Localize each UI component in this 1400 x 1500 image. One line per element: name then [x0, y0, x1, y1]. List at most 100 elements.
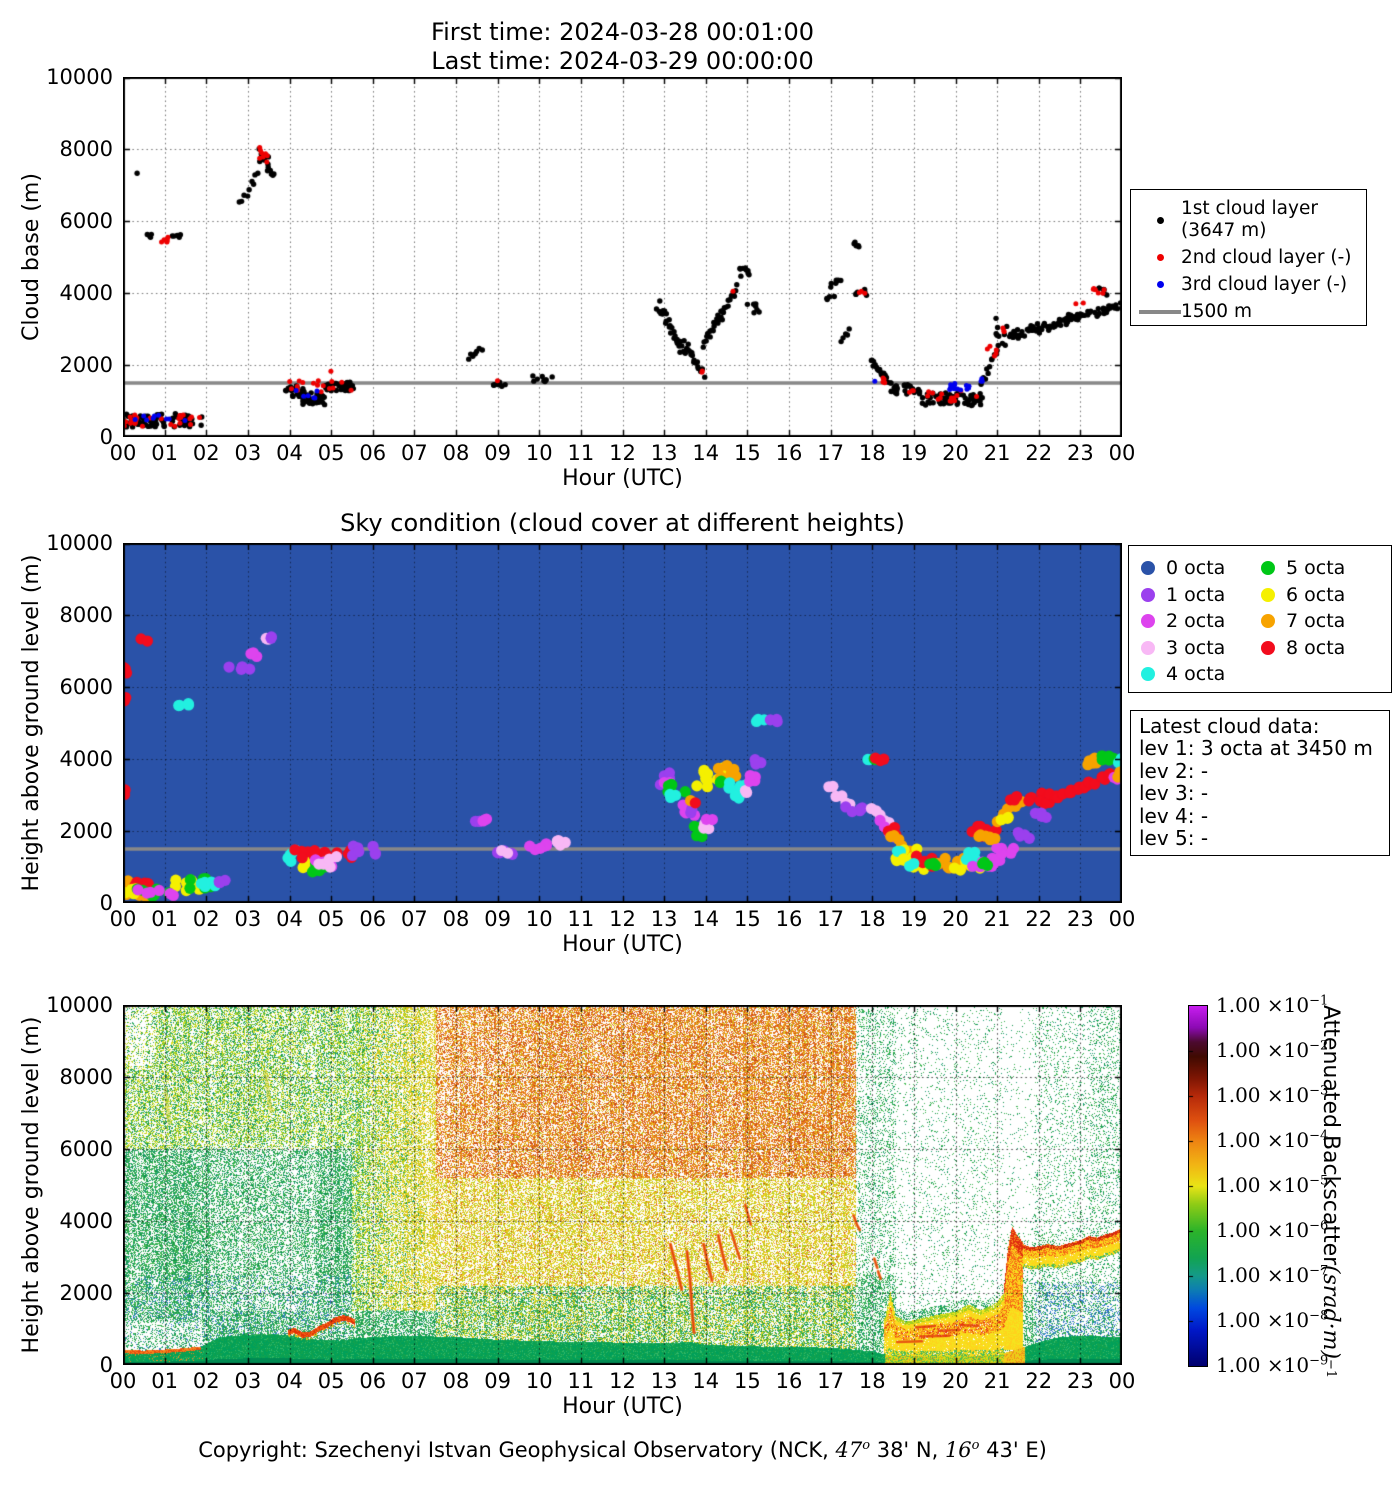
colorbar-gradient-canvas [1189, 1006, 1207, 1366]
x-tick-label: 02 [192, 907, 220, 931]
octa-legend-item: 2 octa [1141, 608, 1261, 635]
octa-dot-icon [1141, 587, 1155, 602]
octa-dot-icon [1141, 667, 1155, 682]
y-tick-label: 10000 [46, 531, 113, 555]
x-tick-label: 20 [942, 1369, 969, 1393]
x-tick-label: 13 [650, 1369, 678, 1393]
first-layer-label: 1st cloud layer (3647 m) [1181, 198, 1318, 242]
footer-lat-degree-symbol: o [862, 1438, 871, 1453]
x-tick-label: 10 [525, 907, 553, 931]
y-tick-label: 8000 [59, 603, 113, 627]
sky-condition-title: Sky condition (cloud cover at different … [340, 509, 905, 537]
y-tick-label: 10000 [46, 65, 113, 89]
x-tick-label: 00 [1108, 441, 1136, 465]
x-tick-label: 16 [775, 1369, 803, 1393]
x-tick-label: 02 [192, 441, 220, 465]
x-tick-label: 23 [1067, 1369, 1094, 1393]
x-tick-label: 14 [692, 441, 720, 465]
refline-label: 1500 m [1181, 300, 1252, 322]
y-tick-label: 0 [99, 891, 113, 915]
x-tick-label: 23 [1067, 441, 1094, 465]
y-tick-label: 6000 [59, 675, 113, 699]
y-tick-label: 2000 [59, 1281, 113, 1305]
third-layer-dot-icon [1156, 281, 1164, 288]
octa-dot-icon [1141, 640, 1155, 655]
colorbar-tick-exponent: −3 [1309, 1083, 1329, 1099]
cloud-layer-legend: 1st cloud layer (3647 m) 2nd cloud layer … [1130, 189, 1367, 326]
y-tick-label: 6000 [59, 209, 113, 233]
x-tick-label: 02 [192, 1369, 220, 1393]
colorbar-label-text: Attenuated Backscatter [1318, 1005, 1343, 1266]
x-tick-label: 00 [1108, 1369, 1136, 1393]
x-tick-label: 20 [942, 907, 969, 931]
x-tick-label: 00 [109, 441, 137, 465]
octa-legend-item: 6 octa [1261, 582, 1381, 609]
colorbar [1188, 1005, 1208, 1367]
second-layer-label: 2nd cloud layer (-) [1181, 246, 1352, 268]
sky-condition-x-ticks: 00 01 02 03 04 05 06 07 08 09 10 11 12 13 14 15 16 17 18 19… [110, 907, 1136, 933]
backscatter-panel [123, 1005, 1122, 1365]
backscatter-x-ticks: 00 01 02 03 04 05 06 07 08 09 10 11 12 13 14 15 16 17 18 19… [110, 1369, 1136, 1395]
x-tick-label: 21 [983, 1369, 1011, 1393]
cloud-base-x-label: Hour (UTC) [562, 466, 683, 491]
colorbar-tick-exponent: −5 [1309, 1173, 1329, 1189]
refline-marker [1139, 309, 1181, 314]
x-tick-label: 15 [734, 907, 761, 931]
colorbar-tick-label: 1.00 ×10−8 [1216, 1308, 1328, 1332]
colorbar-label-exponent: −1 [1323, 1359, 1338, 1379]
x-tick-label: 05 [317, 441, 345, 465]
x-tick-label: 18 [858, 441, 886, 465]
copyright-footer: Copyright: Szechenyi Istvan Geophysical … [123, 1438, 1122, 1462]
x-tick-label: 08 [442, 441, 470, 465]
x-tick-label: 12 [609, 441, 636, 465]
x-tick-label: 03 [234, 907, 262, 931]
sky-condition-plot-canvas [123, 543, 1122, 903]
y-tick-label: 10000 [46, 993, 113, 1017]
x-tick-label: 16 [775, 441, 803, 465]
x-tick-label: 08 [442, 1369, 470, 1393]
x-tick-label: 17 [817, 1369, 844, 1393]
footer-lon-deg: 16 [944, 1438, 972, 1462]
colorbar-tick-mantissa: 1.00 ×10 [1216, 1263, 1310, 1287]
title-last-time: Last time: 2024-03-29 00:00:00 [431, 47, 814, 75]
backscatter-y-ticks: 0 2000 4000 6000 8000 10000 [0, 993, 117, 1377]
legend-entry-second-layer: 2nd cloud layer (-) [1139, 244, 1366, 271]
x-tick-label: 14 [692, 1369, 720, 1393]
x-tick-label: 09 [484, 1369, 511, 1393]
legend-entry-first-layer: 1st cloud layer (3647 m) [1139, 196, 1366, 244]
x-tick-label: 08 [442, 907, 470, 931]
colorbar-tick-label: 1.00 ×10−3 [1216, 1083, 1328, 1107]
y-tick-label: 8000 [59, 1065, 113, 1089]
octa-legend-item: 4 octa [1141, 661, 1261, 688]
x-tick-label: 07 [401, 1369, 428, 1393]
x-tick-label: 12 [609, 907, 636, 931]
x-tick-label: 17 [817, 441, 844, 465]
latest-lev4: lev 4: - [1139, 803, 1209, 828]
octa-legend-label: 2 octa [1166, 610, 1226, 633]
third-layer-marker [1139, 281, 1181, 288]
x-tick-label: 22 [1025, 441, 1053, 465]
y-tick-label: 2000 [59, 819, 113, 843]
octa-dot-icon [1261, 614, 1275, 629]
colorbar-tick-mantissa: 1.00 ×10 [1216, 1308, 1310, 1332]
octa-legend: 0 octa 1 octa 2 octa 3 octa 4 octa 5 octa 6 oc… [1128, 545, 1392, 693]
x-tick-label: 07 [401, 907, 428, 931]
cloud-base-panel [123, 77, 1122, 437]
x-tick-label: 05 [317, 907, 345, 931]
first-layer-marker [1139, 216, 1181, 224]
colorbar-tick-mantissa: 1.00 ×10 [1216, 1173, 1310, 1197]
sky-condition-y-label: Height above ground level (m) [19, 554, 44, 892]
octa-legend-item: 5 octa [1261, 555, 1381, 582]
x-tick-label: 13 [650, 441, 678, 465]
first-layer-label-line2: (3647 m) [1181, 220, 1267, 241]
x-tick-label: 12 [609, 1369, 636, 1393]
colorbar-tick-mantissa: 1.00 ×10 [1216, 1128, 1310, 1152]
y-tick-label: 8000 [59, 137, 113, 161]
x-tick-label: 11 [567, 907, 595, 931]
x-tick-label: 20 [942, 441, 969, 465]
octa-dot-icon [1261, 561, 1275, 576]
latest-lev5: lev 5: - [1139, 826, 1209, 851]
octa-legend-item: 3 octa [1141, 635, 1261, 662]
x-tick-label: 14 [692, 907, 720, 931]
